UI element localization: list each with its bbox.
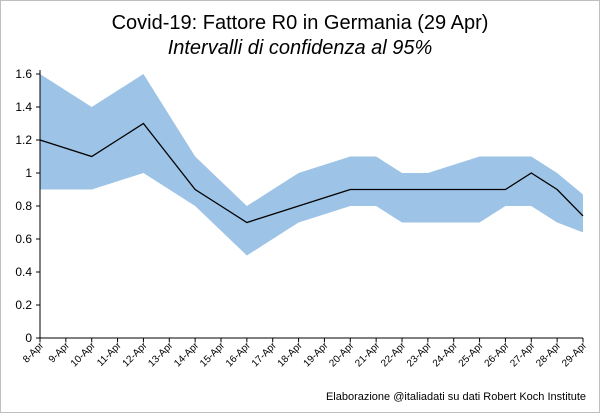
x-tick-label: 28-Apr [534,340,563,369]
x-tick-label: 27-Apr [508,340,537,369]
chart-source: Elaborazione @italiadati su dati Robert … [325,391,586,403]
y-tick-label: 0.4 [15,265,32,279]
x-tick-label: 10-Apr [69,340,98,369]
confidence-band [40,74,583,256]
x-tick-label: 24-Apr [431,340,460,369]
x-tick-label: 18-Apr [276,340,305,369]
y-tick-label: 0.6 [15,232,32,246]
chart-title: Covid-19: Fattore R0 in Germania (29 Apr… [111,12,489,34]
y-tick-label: 0.8 [15,199,32,213]
x-tick-label: 12-Apr [121,340,150,369]
x-tick-label: 13-Apr [146,340,175,369]
x-tick-label: 11-Apr [95,340,124,369]
x-tick-label: 20-Apr [327,340,356,369]
x-tick-label: 23-Apr [405,340,434,369]
y-tick-label: 1.4 [15,100,32,114]
y-tick-label: 0 [25,331,32,345]
x-tick-label: 19-Apr [302,340,331,369]
y-tick-label: 1.6 [15,67,32,81]
y-tick-label: 1.2 [15,133,32,147]
x-tick-label: 16-Apr [224,340,253,369]
x-tick-label: 15-Apr [198,340,227,369]
r0-line [39,122,584,224]
x-tick-label: 22-Apr [379,340,408,369]
y-tick-label: 1 [25,166,32,180]
chart-subtitle: Intervalli di confidenza al 95% [167,37,433,59]
x-tick-label: 25-Apr [457,340,486,369]
x-tick-label: 14-Apr [172,340,201,369]
x-tick-label: 21-Apr [353,340,382,369]
x-tick-label: 29-Apr [560,340,589,369]
y-tick-label: 0.2 [15,298,32,312]
x-tick-label: 17-Apr [250,340,279,369]
x-tick-label: 26-Apr [483,340,512,369]
